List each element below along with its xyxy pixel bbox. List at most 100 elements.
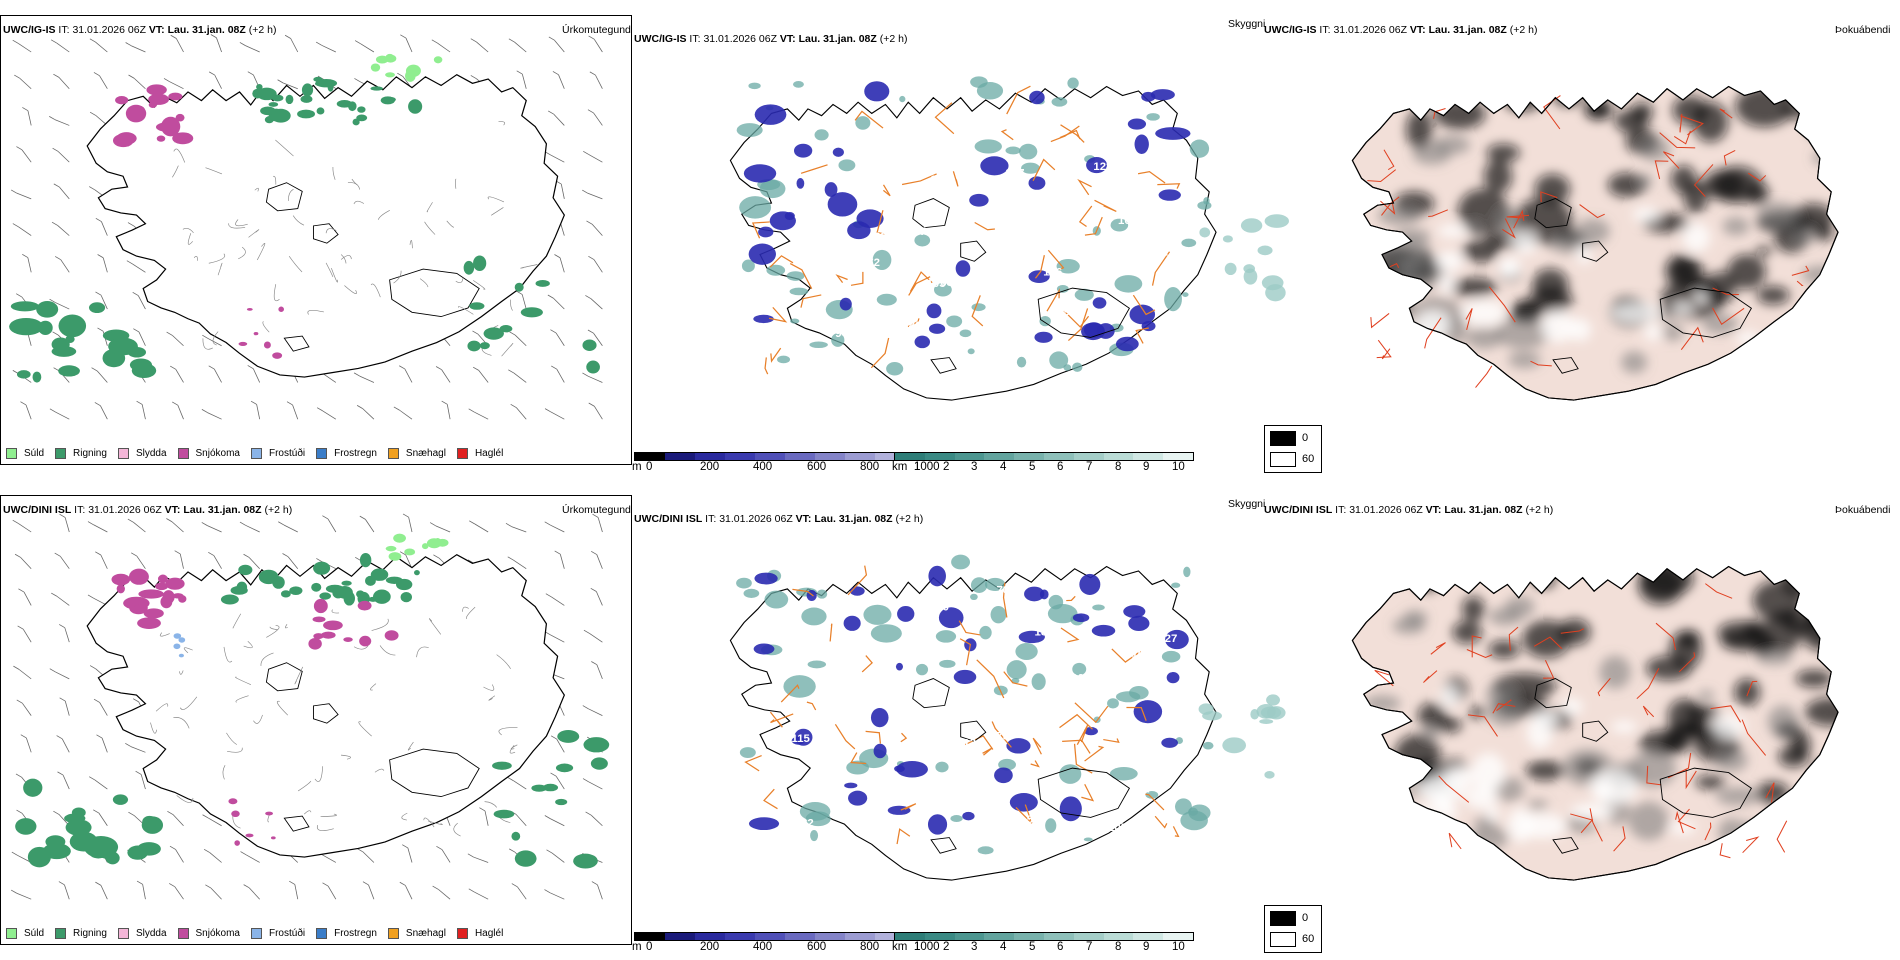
glacier-outline xyxy=(912,198,950,229)
field-blob xyxy=(754,572,778,585)
field-blob xyxy=(467,340,481,352)
field-blob xyxy=(809,341,828,349)
wind-barb-feather xyxy=(132,291,139,296)
terrain-contour xyxy=(187,233,193,245)
wind-barb xyxy=(59,186,70,200)
wind-barb-feather xyxy=(286,401,293,406)
field-blob xyxy=(316,107,325,115)
wind-barb xyxy=(174,886,184,900)
field-blob xyxy=(1264,771,1275,779)
field-blob xyxy=(111,573,131,586)
wind-barb xyxy=(23,591,32,606)
field-blob xyxy=(1466,327,1502,349)
field-blob xyxy=(1067,77,1079,89)
field-blob xyxy=(157,574,168,584)
road-line xyxy=(1693,164,1714,197)
wind-barb-feather xyxy=(10,889,17,894)
field-blob xyxy=(573,853,598,869)
wind-barb xyxy=(64,700,70,716)
road-line xyxy=(1078,205,1093,228)
field-blob xyxy=(1180,810,1208,831)
precip-legend: Súld Rigning Slydda Snjókoma Frostúði Frostre… xyxy=(6,928,514,939)
wind-barb xyxy=(59,556,70,569)
scale-tick: 10 xyxy=(1172,941,1185,953)
field-blob xyxy=(1801,86,1839,113)
field-blob xyxy=(1045,818,1057,833)
scale-unit: m xyxy=(632,461,642,473)
field-blob xyxy=(1483,159,1512,194)
field-blob xyxy=(753,314,774,324)
wind-barb-feather xyxy=(516,290,523,295)
iceland-coastline-overlay xyxy=(1351,565,1839,881)
wind-barb xyxy=(437,888,451,900)
cloud-base-value: 212 xyxy=(957,737,976,749)
terrain-contour xyxy=(455,278,464,284)
road-line xyxy=(1002,582,1008,618)
field-blob xyxy=(542,783,559,792)
field-blob xyxy=(736,123,763,138)
terrain-contour xyxy=(416,646,429,658)
legend-label: Snjókoma xyxy=(195,448,240,459)
field-blob xyxy=(1264,214,1289,228)
cloud-base-value: 184 xyxy=(1035,627,1055,639)
terrain-contour xyxy=(294,666,304,685)
glacier-outline xyxy=(312,703,339,724)
field-blob xyxy=(789,287,809,296)
field-blob xyxy=(557,729,580,743)
field-blob xyxy=(1654,306,1675,321)
field-blob xyxy=(895,662,903,671)
field-blob xyxy=(1435,251,1464,271)
field-blob xyxy=(1417,702,1448,729)
scale-bin xyxy=(954,933,985,940)
scale-bin xyxy=(954,453,985,460)
field-blob xyxy=(794,728,813,746)
terrain-contour xyxy=(466,606,476,620)
wind-barb-feather xyxy=(170,34,177,39)
terrain-contour xyxy=(238,246,246,260)
road-line xyxy=(1712,307,1745,326)
scale-bin xyxy=(725,933,755,940)
cloud-base-scale-bar xyxy=(634,452,936,461)
field-blob xyxy=(1637,173,1652,189)
wind-barb xyxy=(136,555,146,569)
road-line xyxy=(1579,204,1605,219)
terrain-contour xyxy=(304,810,312,815)
scale-bin xyxy=(815,933,845,940)
wind-barb-feather xyxy=(210,34,217,39)
cloud-base-value: 78 xyxy=(1129,245,1142,257)
cloud-base-value: 90 xyxy=(936,601,949,613)
wind-barb-feather xyxy=(585,295,592,299)
glacier-outline xyxy=(265,662,303,692)
cloud-base-value: 99 xyxy=(999,343,1012,355)
wind-barb xyxy=(399,409,413,420)
cloud-base-value: 69 xyxy=(874,231,887,243)
field-blob xyxy=(1197,201,1212,210)
issue-time-label: IT: xyxy=(705,513,717,525)
road-line xyxy=(1076,724,1089,745)
road-line xyxy=(1496,699,1512,711)
field-blob xyxy=(1072,662,1087,676)
road-line xyxy=(764,357,769,375)
lead-time: (+2 h) xyxy=(895,513,924,525)
field-blob xyxy=(1532,570,1556,589)
road-line xyxy=(1438,775,1470,803)
field-blob xyxy=(385,545,397,552)
field-blob xyxy=(754,104,787,125)
field-blob xyxy=(105,851,120,865)
cloud-base-value: 14 xyxy=(1153,829,1166,841)
model-name: UWC/IG-IS xyxy=(1264,24,1317,36)
field-blob xyxy=(1486,143,1520,163)
road-line xyxy=(1655,622,1677,651)
legend-swatch xyxy=(250,448,262,459)
field-blob xyxy=(1377,205,1422,226)
road-line xyxy=(1475,365,1493,388)
glacier-outline xyxy=(960,240,987,262)
road-line xyxy=(1705,583,1733,599)
field-blob xyxy=(1243,268,1258,285)
wind-barb xyxy=(514,41,527,53)
wind-barb-feather xyxy=(95,291,102,296)
fog-legend-swatch xyxy=(1270,431,1296,446)
road-line xyxy=(789,263,813,289)
field-blob xyxy=(492,761,512,770)
legend-item: Haglél xyxy=(456,928,503,939)
